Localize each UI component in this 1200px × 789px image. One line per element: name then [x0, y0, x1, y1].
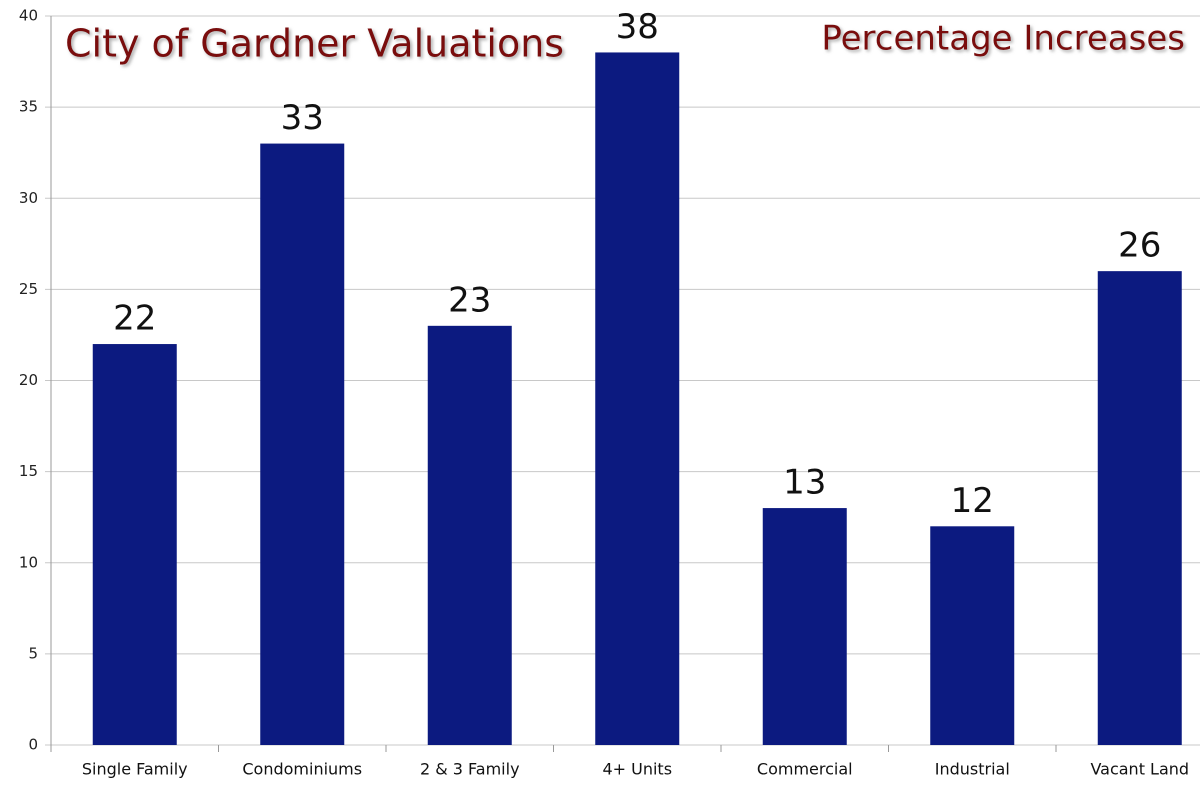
y-tick-label: 30: [19, 189, 38, 207]
y-tick-label: 40: [19, 7, 38, 25]
value-label: 12: [951, 481, 994, 521]
chart-title: City of Gardner Valuations: [65, 22, 564, 66]
bar: [260, 143, 345, 745]
x-tick-label: 2 & 3 Family: [420, 760, 520, 779]
bar: [1097, 271, 1182, 745]
value-label: 38: [616, 7, 659, 47]
chart-subtitle: Percentage Increases: [821, 19, 1185, 59]
value-label: 13: [783, 463, 826, 503]
bar: [762, 508, 847, 745]
value-label: 23: [448, 280, 491, 320]
x-tick-label: Single Family: [82, 760, 188, 779]
x-tick-label: Commercial: [757, 760, 853, 779]
x-tick-label: 4+ Units: [602, 760, 672, 779]
value-label: 26: [1118, 226, 1161, 266]
y-tick-label: 35: [19, 98, 38, 116]
y-tick-label: 25: [19, 280, 38, 298]
y-tick-label: 15: [19, 462, 38, 480]
bar: [427, 325, 512, 745]
value-label: 22: [113, 299, 156, 339]
x-tick-label: Vacant Land: [1090, 760, 1189, 779]
value-label: 33: [281, 98, 324, 138]
y-tick-label: 0: [28, 736, 38, 754]
y-tick-label: 20: [19, 371, 38, 389]
bar: [92, 344, 177, 745]
y-tick-label: 10: [19, 553, 38, 571]
y-tick-label: 5: [28, 644, 38, 662]
x-tick-label: Condominiums: [242, 760, 362, 779]
bar: [930, 526, 1015, 745]
marks: Single Family 22 Condominiums 33 2 & 3 Famil…: [82, 7, 1189, 779]
x-tick-label: Industrial: [935, 760, 1010, 779]
bar: [595, 52, 680, 745]
